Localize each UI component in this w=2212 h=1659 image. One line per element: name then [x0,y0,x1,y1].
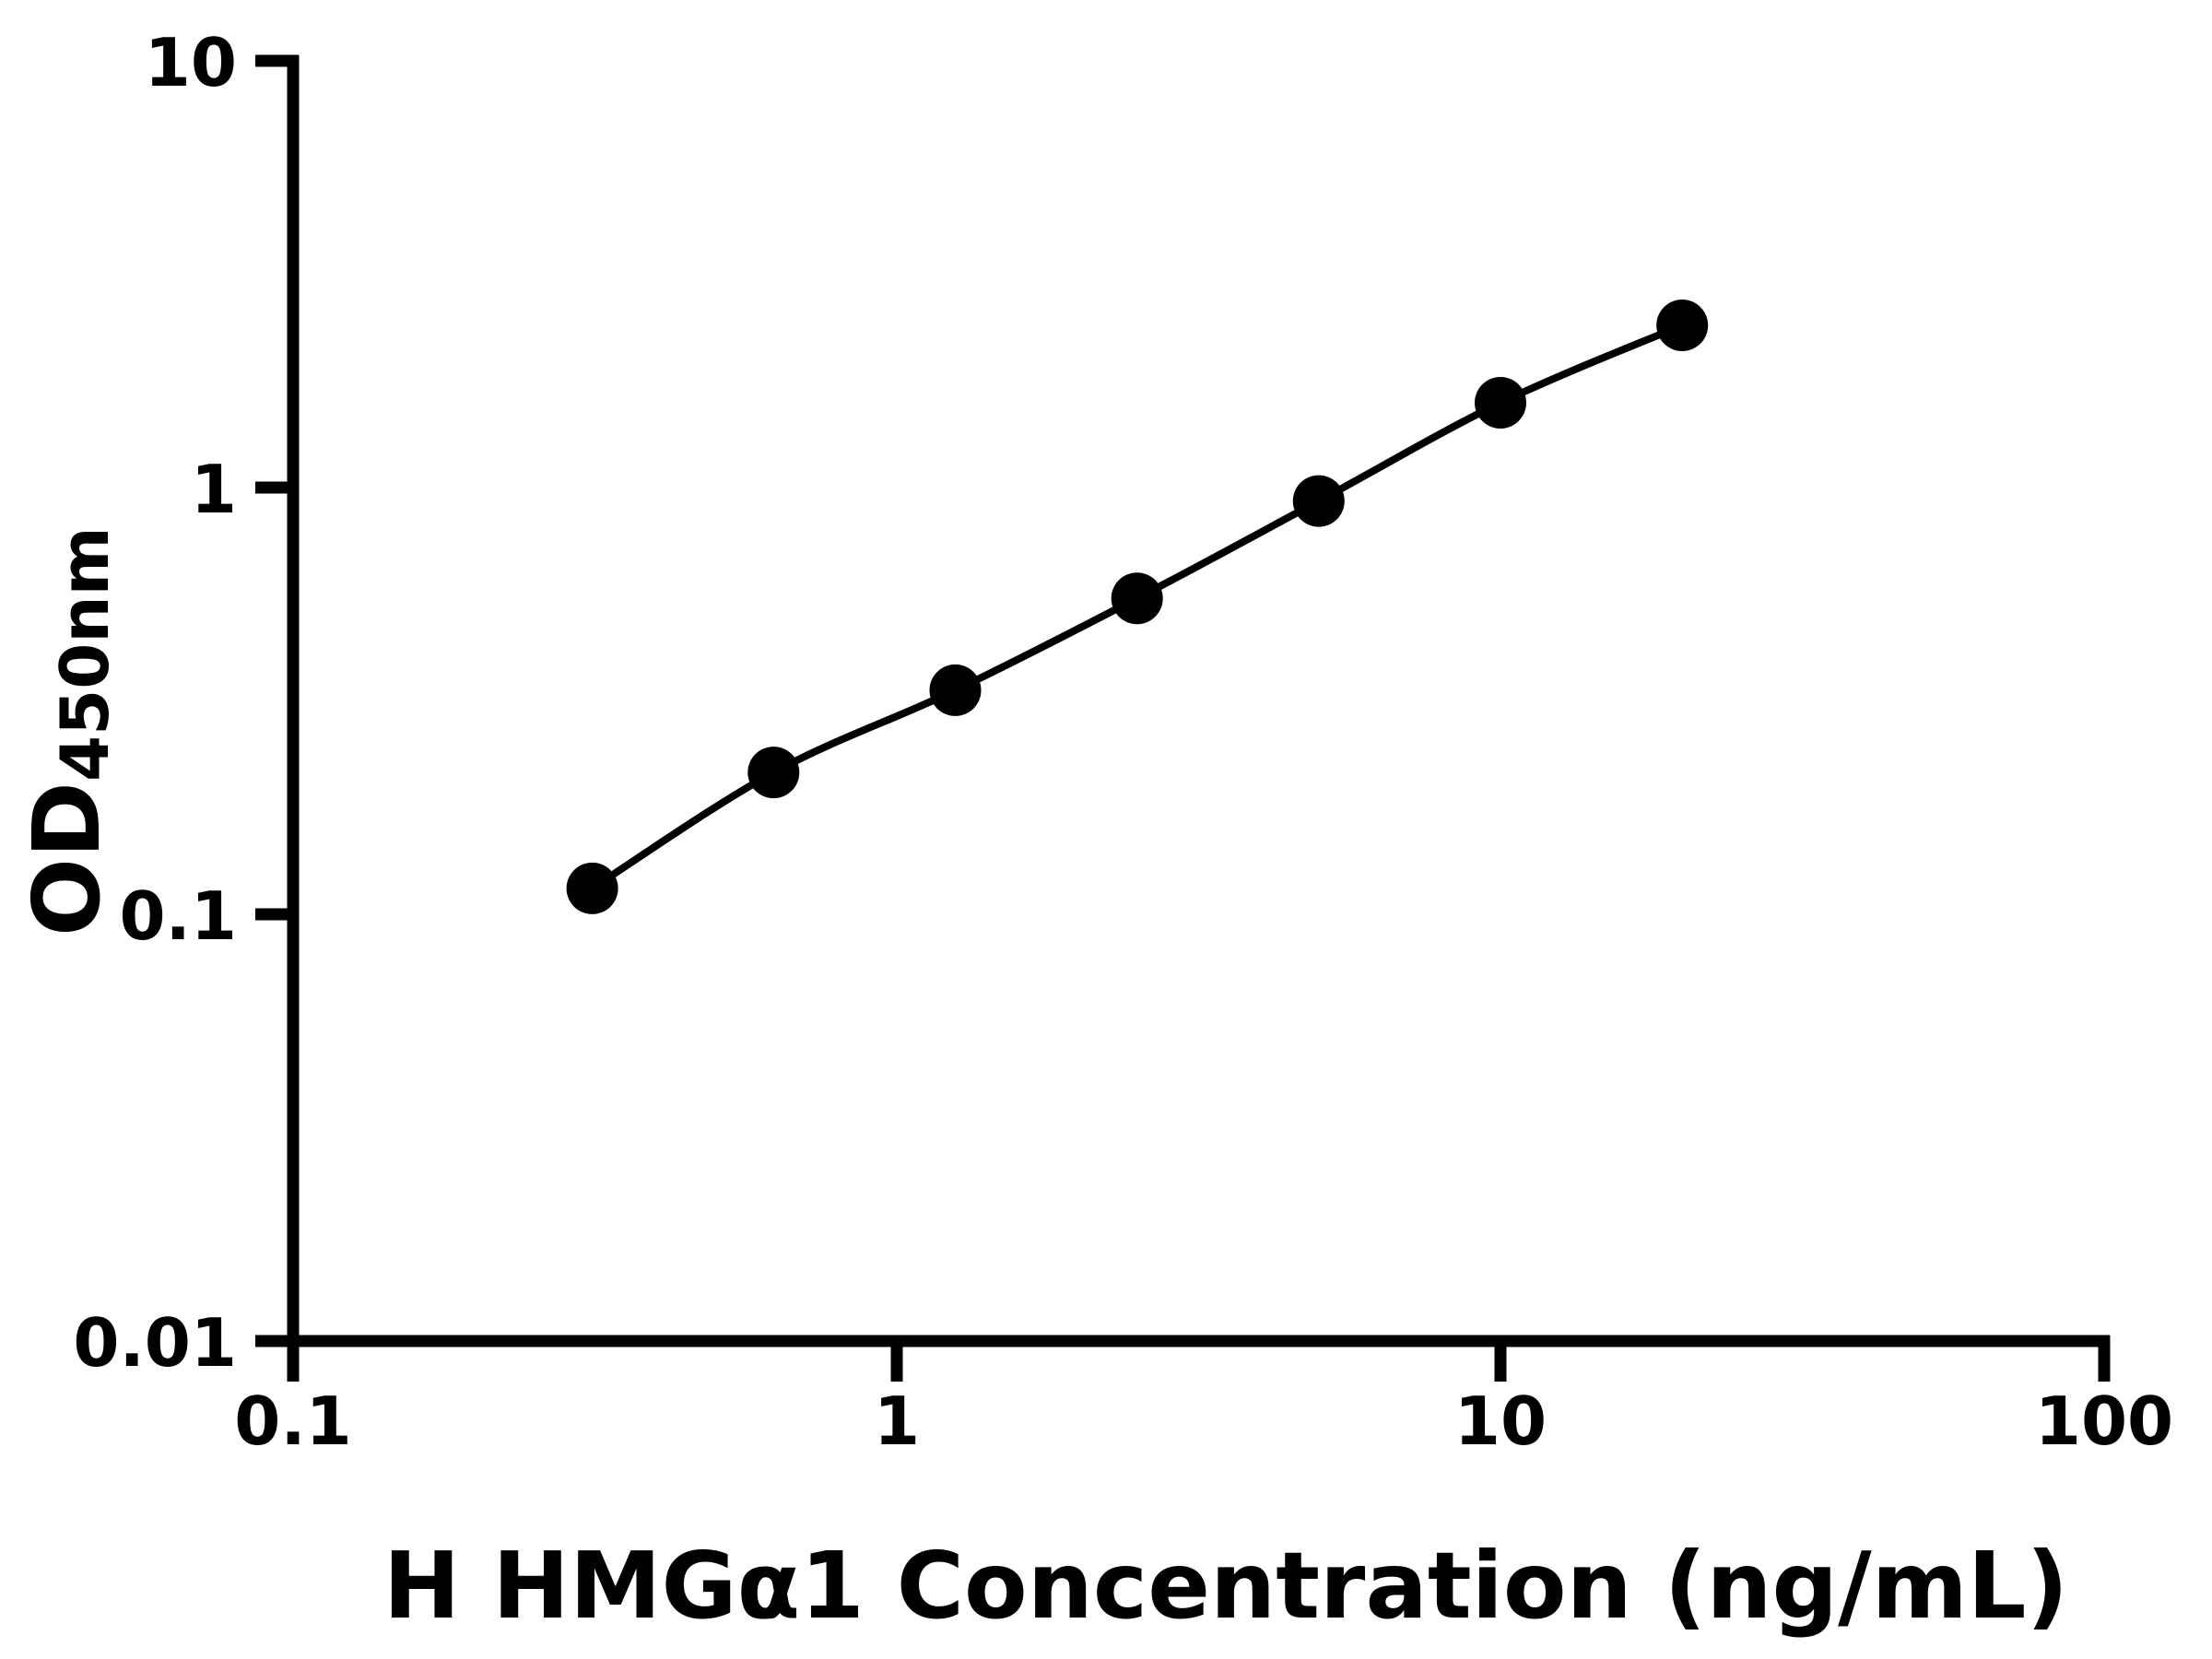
x-axis-title: H HMGα1 Concentration (ng/mL) [383,1532,2068,1640]
y-axis-title: OD450nm [13,526,124,936]
axes [255,55,2110,1347]
x-tick-label: 10 [1454,1382,1547,1460]
data-point-marker [1292,475,1345,527]
data-point-marker [929,664,982,716]
data-point-marker [1111,572,1163,625]
x-tick-label: 1 [874,1382,920,1460]
x-tick-label: 100 [2035,1382,2173,1460]
data-point-marker [566,862,618,914]
x-tick-label: 0.1 [234,1382,352,1460]
data-point-marker [1656,300,1709,351]
y-tick-label: 0.1 [119,877,237,955]
y-axis-title-main: OD [13,782,121,936]
y-tick-label: 10 [145,24,237,101]
x-axis-tick-labels: 0.1 1 10 100 [234,1382,2173,1460]
data-point-marker [747,747,800,799]
data-point-markers [566,300,1709,914]
y-tick-label: 0.01 [73,1304,237,1382]
y-axis-ticks [255,54,299,1347]
y-axis-title-subscript: 450nm [46,526,124,782]
y-tick-label: 1 [191,451,237,528]
data-point-marker [1475,377,1526,429]
y-axis-tick-labels: 10 1 0.1 0.01 [73,24,237,1382]
